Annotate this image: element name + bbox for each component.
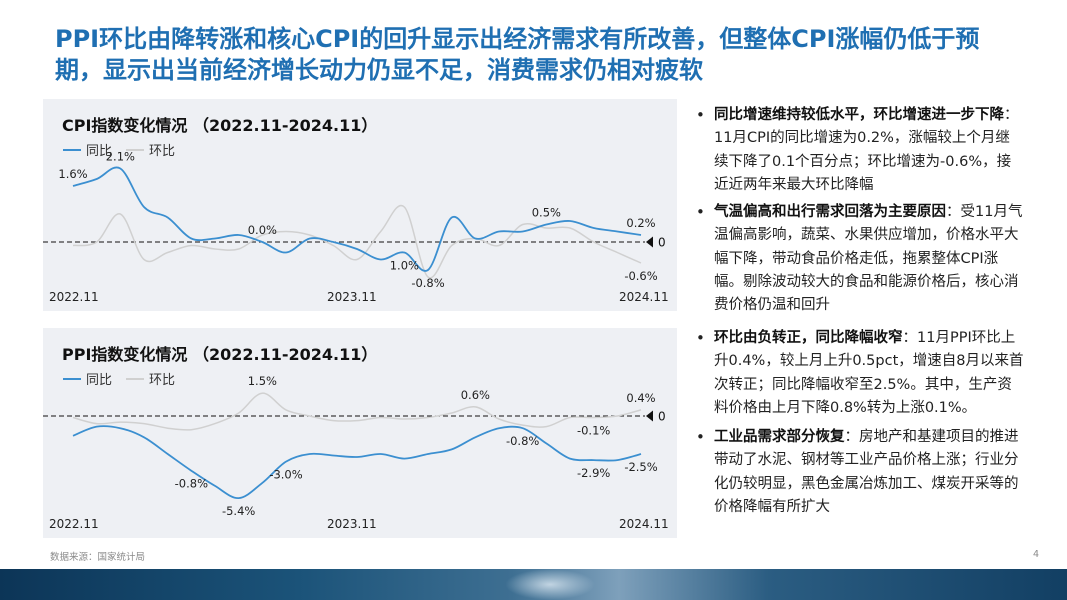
x-tick-label: 2023.11 — [327, 517, 377, 531]
note-body: ：11月PPI环比上升0.4%，较上月上升0.5pct，增速自8月以来首次转正；… — [714, 330, 1024, 416]
legend-label-yoy: 同比 — [86, 373, 113, 388]
data-label: -0.6% — [624, 269, 657, 283]
data-label: -0.8% — [175, 477, 208, 491]
note-heading: 气温偏高和出行需求回落为主要原因 — [714, 204, 946, 221]
cpi-chart-panel: CPI指数变化情况 （2022.11-2024.11） 同比 环比 0 1.6% 2… — [43, 99, 677, 311]
note-body: ：11月CPI的同比增速为0.2%，涨幅较上个月继续下降了0.1个百分点；环比增… — [714, 107, 1019, 193]
x-tick-label: 2022.11 — [49, 517, 99, 531]
note-bullet: 环比由负转正，同比降幅收窄：11月PPI环比上升0.4%，较上月上升0.5pct… — [694, 327, 1024, 420]
note-heading: 工业品需求部分恢复 — [714, 429, 845, 446]
note-heading: 环比由负转正，同比降幅收窄 — [714, 330, 903, 346]
data-label: 0.4% — [626, 391, 655, 405]
zero-label: 0 — [658, 410, 666, 424]
legend-item-yoy: 同比 — [63, 140, 112, 159]
legend-item-mom: 环比 — [126, 140, 175, 159]
data-label: -0.8% — [411, 276, 444, 290]
legend-swatch-mom — [126, 377, 145, 380]
legend-label-mom: 环比 — [149, 144, 176, 159]
series-line-yoy — [72, 166, 642, 272]
cpi-chart-title: CPI指数变化情况 （2022.11-2024.11） — [62, 116, 378, 135]
ppi-chart-panel: PPI指数变化情况 （2022.11-2024.11） 同比 环比 0 -0.8%… — [43, 328, 677, 538]
x-tick-label: 2023.11 — [327, 290, 377, 304]
footer-banner — [0, 569, 1067, 600]
data-label: 0.6% — [461, 388, 490, 402]
data-label: -5.4% — [222, 504, 255, 518]
data-label: -3.0% — [269, 468, 302, 482]
note-bullet: 同比增速维持较低水平，环比增速进一步下降：11月CPI的同比增速为0.2%，涨幅… — [694, 104, 1024, 197]
data-label: 1.0% — [390, 259, 419, 273]
zero-arrow-icon — [646, 236, 653, 248]
zero-arrow-icon — [646, 410, 653, 422]
cpi-chart-legend: 同比 环比 — [63, 140, 189, 159]
data-source: 数据来源：国家统计局 — [50, 552, 146, 563]
footer-glow — [505, 569, 595, 600]
legend-swatch-mom — [126, 148, 145, 151]
ppi-chart-legend: 同比 环比 — [63, 369, 189, 388]
note-heading: 同比增速维持较低水平，环比增速进一步下降 — [714, 107, 1004, 123]
data-label: 0.0% — [248, 223, 277, 237]
page-title: PPI环比由降转涨和核心CPI的回升显示出经济需求有所改善，但整体CPI涨幅仍低… — [55, 25, 980, 84]
data-label: 0.5% — [532, 206, 561, 220]
data-label: 0.2% — [626, 216, 655, 230]
data-label: -2.9% — [577, 466, 610, 480]
data-label: -0.8% — [506, 434, 539, 448]
data-label: 1.6% — [58, 167, 87, 181]
series-line-yoy — [72, 425, 642, 499]
legend-swatch-yoy — [63, 377, 81, 380]
legend-label-mom: 环比 — [149, 373, 176, 388]
page-number: 4 — [1033, 549, 1040, 560]
series-line-mom — [72, 392, 642, 431]
note-bullet: 气温偏高和出行需求回落为主要原因：受11月气温偏高影响，蔬菜、水果供应增加，价格… — [694, 201, 1024, 317]
legend-item-mom: 环比 — [126, 369, 175, 388]
legend-label-yoy: 同比 — [86, 144, 113, 159]
ppi-chart-title: PPI指数变化情况 （2022.11-2024.11） — [62, 345, 378, 364]
cpi-line-chart: 0 1.6% 2.1% 0.0% 1.0% -0.8% 0.5% 0.2% -0.6% 2022.… — [43, 150, 669, 304]
note-body: ：房地产和基建项目的推进带动了水泥、钢材等工业产品价格上涨；行业分化仍较明显，黑… — [714, 429, 1019, 516]
data-label: 2.1% — [106, 150, 135, 164]
data-label: -0.1% — [577, 424, 610, 438]
legend-swatch-yoy — [63, 148, 81, 151]
note-bullet: 工业品需求部分恢复：房地产和基建项目的推进带动了水泥、钢材等工业产品价格上涨；行… — [694, 426, 1024, 519]
cpi-notes: 同比增速维持较低水平，环比增速进一步下降：11月CPI的同比增速为0.2%，涨幅… — [694, 104, 1024, 322]
zero-label: 0 — [658, 236, 666, 250]
note-body: ：受11月气温偏高影响，蔬菜、水果供应增加，价格水平大幅下降，带动食品价格走低，… — [714, 204, 1023, 314]
x-tick-label: 2024.11 — [619, 517, 669, 531]
x-tick-label: 2022.11 — [49, 290, 99, 304]
series-line-mom — [72, 204, 642, 279]
ppi-line-chart: 0 -0.8% -5.4% 1.5% -3.0% 0.6% -0.8% -0.1% -2.9% 0… — [43, 374, 669, 531]
ppi-notes: 环比由负转正，同比降幅收窄：11月PPI环比上升0.4%，较上月上升0.5pct… — [694, 327, 1024, 523]
data-label: -2.5% — [624, 460, 657, 474]
x-tick-label: 2024.11 — [619, 290, 669, 304]
legend-item-yoy: 同比 — [63, 369, 112, 388]
data-label: 1.5% — [248, 374, 277, 388]
